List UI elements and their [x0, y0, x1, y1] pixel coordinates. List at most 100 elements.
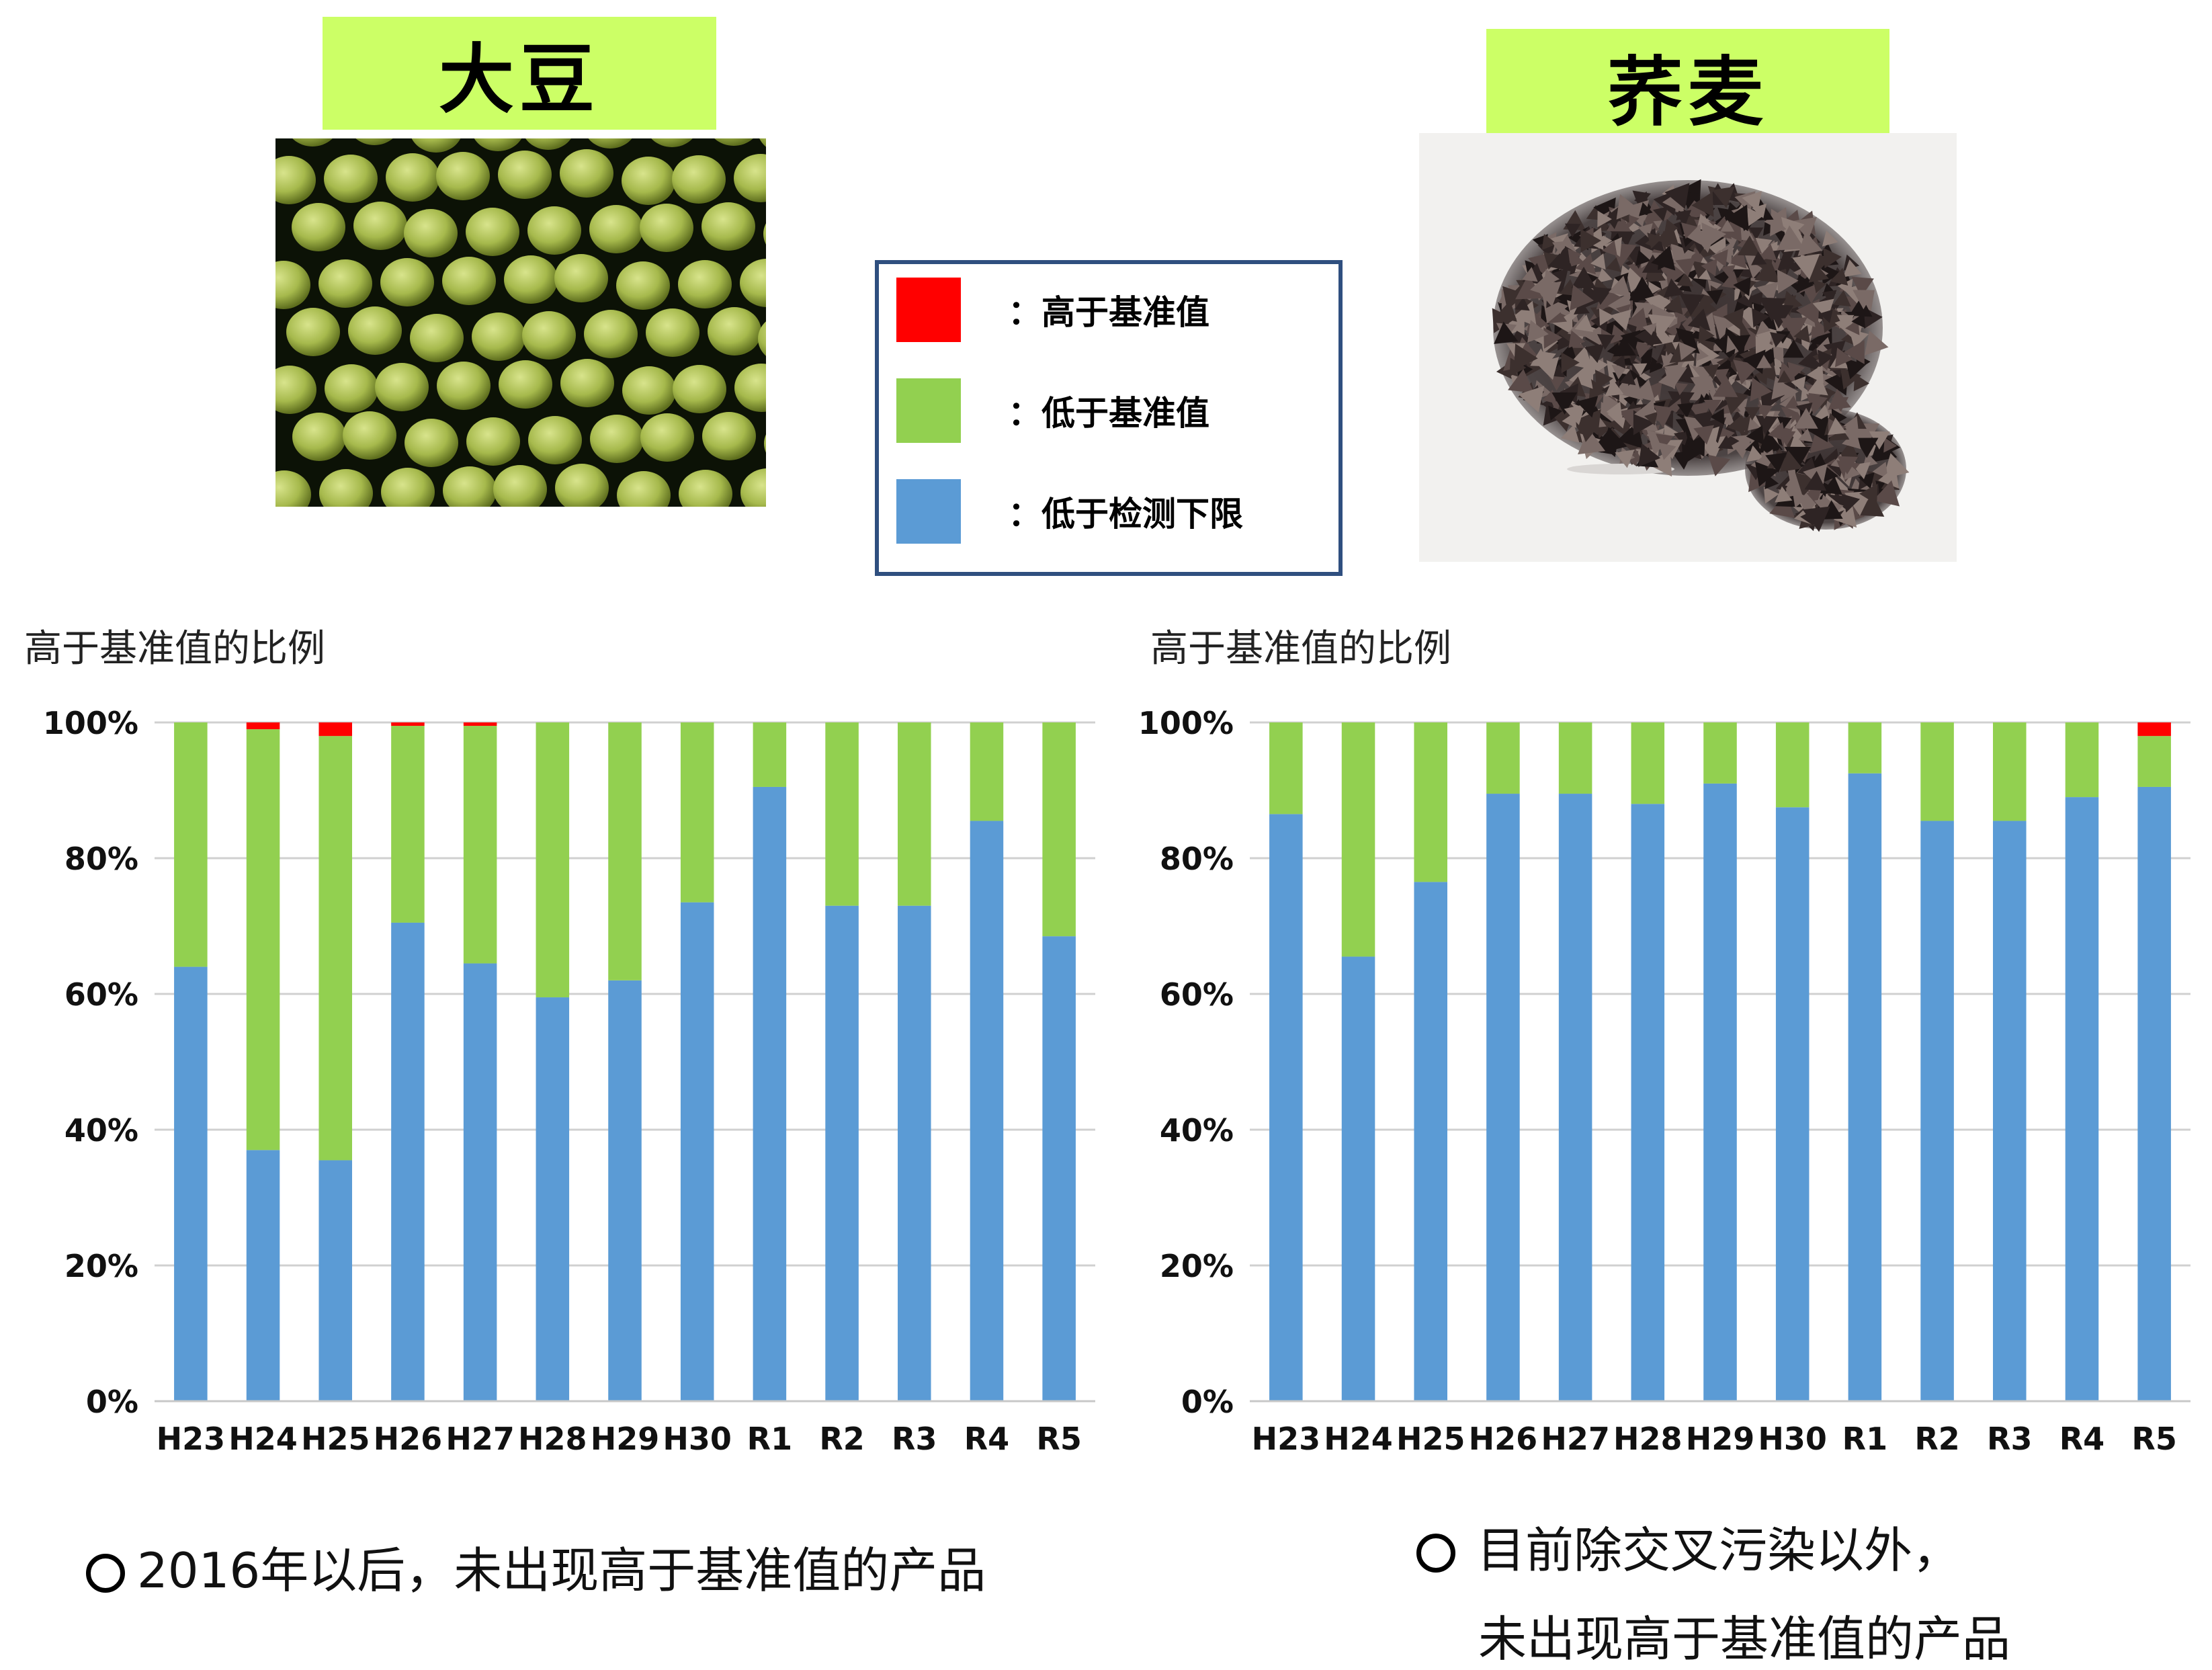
bar-segment-H29-below-standard: [608, 722, 642, 980]
bar-segment-H25-below-standard: [318, 736, 352, 1161]
bar-segment-H29-below-detection: [1703, 783, 1737, 1401]
kernel: [1851, 312, 1865, 329]
bean: [286, 308, 340, 356]
kernel: [1777, 370, 1792, 383]
bar-segment-H30-below-detection: [1775, 807, 1810, 1401]
kernel: [1551, 241, 1567, 255]
kernel: [1701, 258, 1717, 277]
kernel: [1638, 443, 1661, 467]
kernel: [1813, 279, 1827, 294]
x-tick-label: H27: [445, 1421, 515, 1457]
y-tick-label: 60%: [65, 976, 138, 1013]
bean: [472, 312, 525, 361]
bean: [708, 307, 761, 356]
x-tick-label: R4: [964, 1421, 1009, 1457]
bean: [679, 470, 732, 507]
kernel: [1720, 265, 1736, 280]
bar-segment-H25-above-standard: [318, 722, 352, 737]
x-tick-label: R4: [2059, 1421, 2104, 1457]
kernel: [1770, 217, 1787, 235]
bean: [522, 311, 576, 360]
right-note-line2: 未出现高于基准值的产品: [1478, 1599, 2010, 1670]
right-chart-caption: 高于基准值的比例: [1150, 627, 1451, 671]
legend-label: ：低于基准值: [1008, 394, 1209, 433]
kernel: [1748, 227, 1764, 241]
bean: [386, 153, 439, 202]
kernel: [1645, 263, 1666, 282]
kernel: [1594, 370, 1613, 390]
kernel: [1758, 297, 1787, 322]
bar-segment-H24-below-standard: [246, 729, 280, 1151]
bar-segment-R4-below-standard: [970, 722, 1004, 821]
bar-segment-R5-below-detection: [1042, 936, 1076, 1401]
kernel: [1681, 222, 1698, 239]
soybean-image: [275, 138, 766, 507]
bar-segment-H26-below-standard: [391, 726, 425, 923]
bar-segment-H30-below-standard: [680, 722, 714, 903]
bean: [353, 202, 407, 250]
bar-segment-H26-below-detection: [391, 922, 425, 1401]
x-tick-label: R1: [747, 1421, 792, 1457]
kernel: [1564, 404, 1586, 425]
kernel: [1610, 309, 1632, 331]
bar-segment-H23-below-detection: [1269, 814, 1303, 1401]
bean: [275, 261, 310, 309]
kernel: [1494, 321, 1519, 344]
bar-segment-H24-above-standard: [246, 722, 280, 730]
kernel: [1551, 289, 1572, 313]
bean: [740, 259, 766, 307]
kernel: [1720, 219, 1735, 232]
bean: [734, 364, 766, 412]
bar-segment-H27-below-standard: [463, 726, 497, 964]
bar-segment-H24-below-detection: [1341, 956, 1375, 1401]
kernel: [1632, 379, 1656, 402]
kernel: [1798, 428, 1814, 442]
kernel: [1674, 382, 1689, 396]
right-note-text-2: 未出现高于基准值的产品: [1478, 1611, 2011, 1667]
bar-segment-H27-below-detection: [1558, 794, 1592, 1401]
kernel: [1859, 484, 1878, 505]
kernel: [1758, 362, 1777, 382]
bar-segment-R1-below-standard: [1848, 722, 1882, 774]
kernel: [1575, 253, 1596, 275]
kernel: [1653, 405, 1674, 424]
kernel: [1515, 274, 1543, 300]
kernel: [1744, 327, 1766, 352]
kernel: [1755, 237, 1773, 254]
kernel: [1883, 437, 1898, 453]
kernel: [1785, 395, 1800, 409]
bean: [404, 209, 458, 257]
kernel: [1578, 424, 1598, 442]
kernel: [1495, 300, 1517, 322]
kernel: [1664, 183, 1690, 210]
bar-segment-R2-below-standard: [825, 722, 859, 906]
bar-segment-H23-below-standard: [174, 722, 208, 967]
x-tick-label: R3: [1987, 1421, 2032, 1457]
kernel: [1691, 192, 1714, 217]
kernel: [1636, 348, 1653, 366]
kernel: [1713, 375, 1738, 398]
right-note-line1: 目前除交叉污染以外，: [1416, 1511, 1961, 1581]
kernel: [1583, 323, 1605, 348]
bar-segment-R3-below-standard: [1993, 722, 2027, 821]
kernel: [1822, 290, 1837, 304]
bean: [714, 138, 753, 146]
bean: [640, 204, 693, 252]
kernel: [1610, 324, 1629, 344]
kernel: [1522, 267, 1538, 282]
kernel: [1670, 243, 1696, 270]
kernel: [1584, 343, 1605, 364]
kernel: [1557, 334, 1573, 351]
kernel: [1695, 341, 1720, 368]
kernel: [1756, 354, 1772, 368]
bean: [758, 321, 766, 356]
soybean-photo: [275, 138, 766, 507]
kernel: [1551, 392, 1578, 415]
kernel: [1568, 364, 1593, 389]
kernel: [1613, 372, 1629, 388]
kernel: [1613, 354, 1626, 369]
kernel: [1632, 363, 1648, 376]
kernel: [1652, 206, 1668, 222]
legend-item-below-detection: ：低于检测下限: [896, 479, 1243, 544]
kernel: [1804, 415, 1828, 443]
